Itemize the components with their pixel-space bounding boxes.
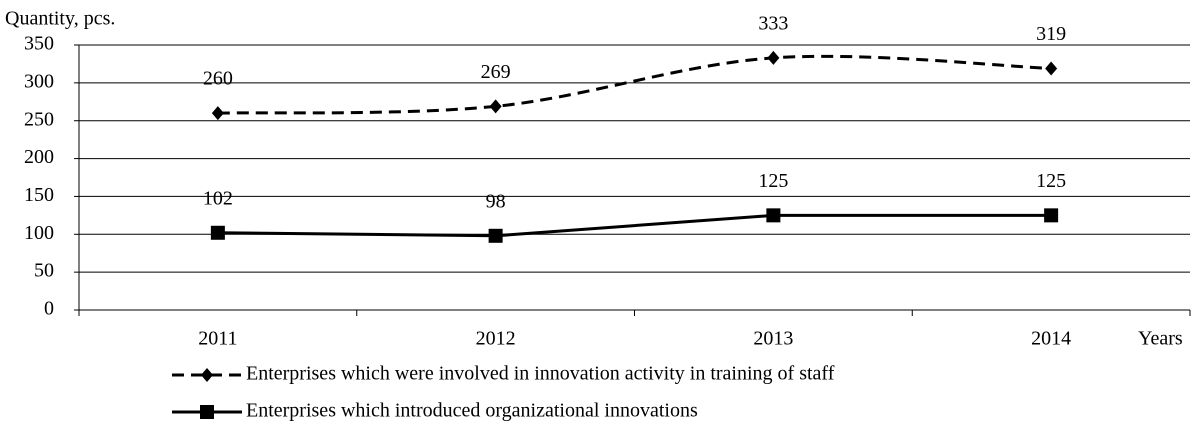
y-tick-label: 50: [34, 260, 54, 282]
data-label: 98: [486, 190, 506, 212]
x-tick-label: 2013: [753, 328, 793, 350]
x-tick-label: 2014: [1031, 328, 1071, 350]
data-point: [767, 50, 780, 65]
legend-marker: [201, 368, 213, 382]
data-point: [211, 106, 224, 121]
series-line: [217, 213, 1052, 238]
y-tick-label: 250: [24, 108, 54, 130]
data-label: 102: [203, 187, 233, 209]
y-tick-label: 350: [24, 33, 54, 55]
data-point: [210, 225, 225, 240]
x-axis-label: Years: [1138, 328, 1183, 350]
data-point: [1045, 61, 1058, 76]
legend-label: Enterprises which introduced organizatio…: [246, 400, 698, 422]
y-tick-label: 200: [24, 146, 54, 168]
data-point: [488, 228, 503, 243]
x-tick-label: 2011: [198, 328, 237, 350]
y-axis-label: Quantity, pcs.: [5, 8, 115, 30]
legend-label: Enterprises which were involved in innov…: [246, 363, 835, 385]
data-label: 333: [758, 12, 788, 34]
data-point: [1044, 208, 1059, 223]
data-label: 125: [1036, 170, 1066, 192]
y-tick-label: 300: [24, 70, 54, 92]
x-tick-label: 2012: [476, 328, 516, 350]
y-tick-label: 100: [24, 222, 54, 244]
data-point: [489, 99, 502, 114]
y-tick-label: 0: [44, 298, 54, 320]
y-tick-label: 150: [24, 184, 54, 206]
legend-marker: [200, 405, 214, 419]
series-line: [217, 54, 1052, 115]
data-label: 319: [1036, 23, 1066, 45]
data-point: [766, 208, 781, 223]
data-label: 269: [481, 61, 511, 83]
data-label: 125: [758, 170, 788, 192]
data-label: 260: [203, 68, 233, 90]
